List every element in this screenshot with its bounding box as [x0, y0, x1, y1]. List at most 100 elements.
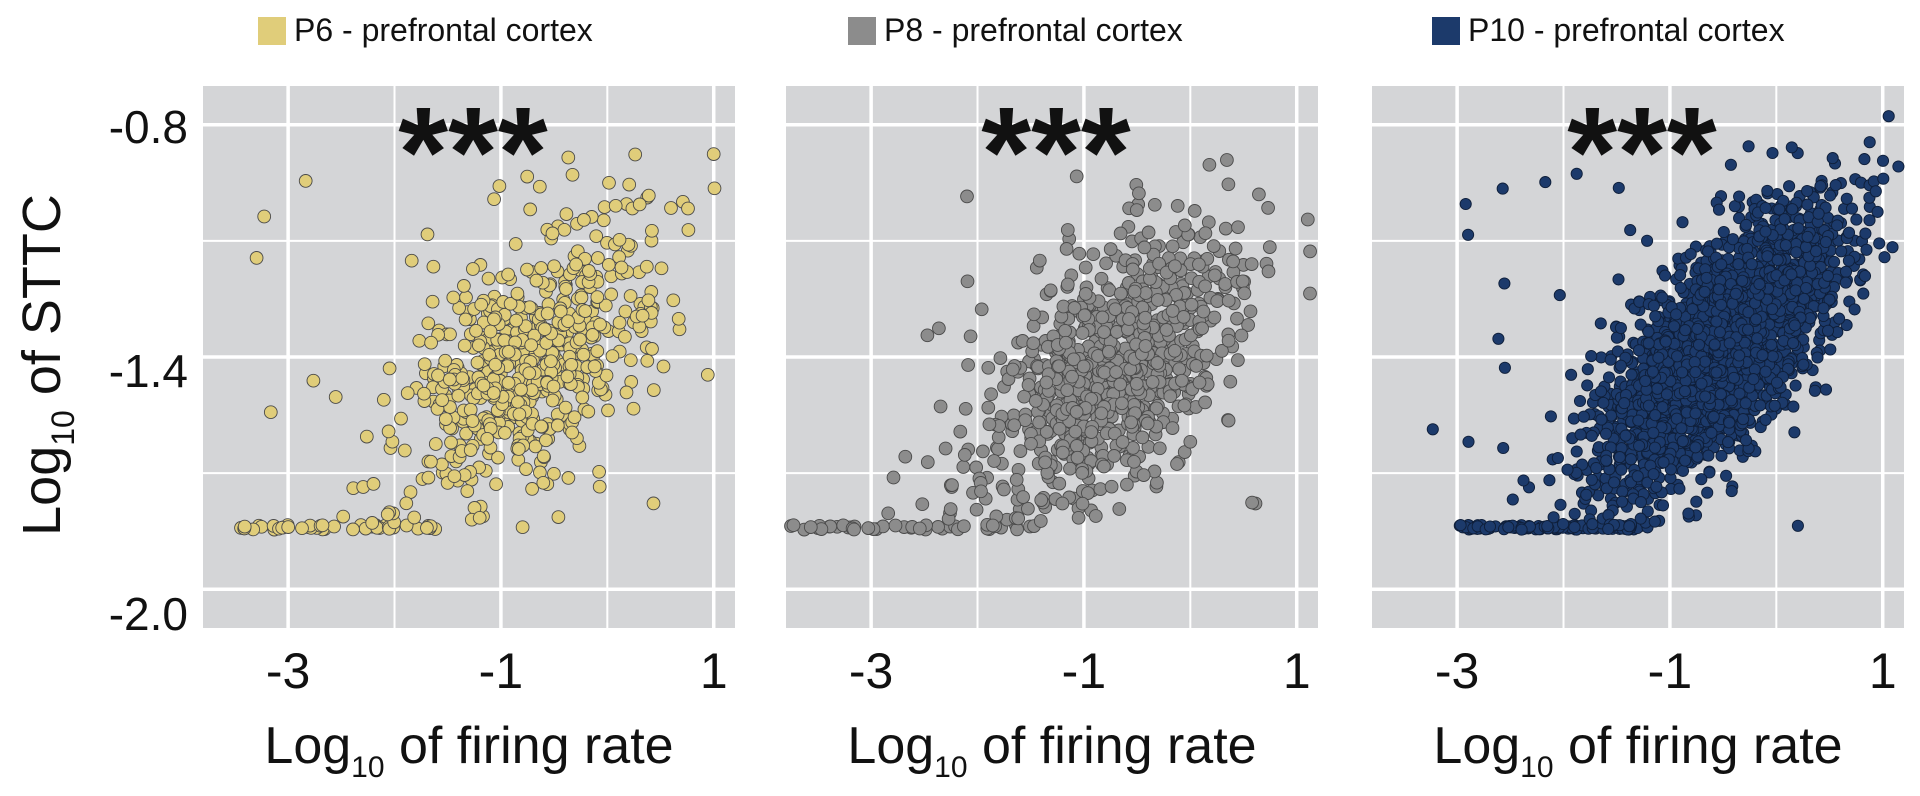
scatter-point: [931, 520, 945, 534]
scatter-point: [1099, 256, 1113, 271]
scatter-point: [431, 368, 445, 383]
scatter-point: [1033, 514, 1048, 528]
scatter-point: [1244, 257, 1259, 271]
scatter-point: [483, 324, 498, 339]
scatter-point: [1170, 199, 1185, 213]
scatter-point: [1600, 454, 1613, 467]
scatter-point: [1547, 511, 1560, 524]
scatter-point: [1038, 455, 1052, 470]
scatter-point: [1787, 400, 1800, 413]
scatter-point: [508, 237, 523, 251]
x-tick-label: 1: [1869, 643, 1897, 699]
scatter-point: [1252, 187, 1266, 202]
scatter-point: [1303, 286, 1317, 301]
scatter-point: [960, 189, 974, 204]
scatter-point: [1839, 265, 1853, 278]
scatter-point: [1877, 172, 1890, 185]
scatter-point: [1580, 488, 1593, 501]
scatter-point: [426, 259, 441, 274]
scatter-point: [614, 260, 629, 275]
scatter-point: [1086, 247, 1101, 262]
scatter-point: [1656, 499, 1670, 512]
x-axis-label-main: Log: [847, 717, 934, 775]
scatter-point: [327, 519, 341, 534]
scatter-point: [1021, 378, 1036, 392]
scatter-point: [1152, 441, 1167, 456]
scatter-point: [512, 407, 527, 422]
scatter-point: [564, 357, 579, 372]
scatter-point: [639, 259, 654, 274]
scatter-point: [1543, 474, 1556, 487]
scatter-point: [591, 251, 605, 265]
scatter-point: [1093, 482, 1108, 496]
legend-label: P6 - prefrontal cortex: [294, 12, 593, 48]
scatter-point: [915, 497, 930, 512]
scatter-point: [1869, 185, 1882, 198]
scatter-point: [1034, 493, 1049, 507]
scatter-point: [1715, 258, 1728, 271]
scatter-point: [491, 450, 505, 465]
scatter-point: [551, 510, 566, 524]
scatter-point: [1833, 312, 1846, 325]
scatter-point: [447, 469, 462, 484]
x-axis-label-main: Log: [1433, 717, 1520, 775]
scatter-point: [1163, 389, 1178, 404]
scatter-point: [457, 279, 471, 293]
scatter-point: [981, 360, 996, 375]
scatter-point: [1722, 436, 1735, 449]
scatter-point: [1619, 429, 1632, 442]
scatter-point: [1724, 158, 1737, 171]
scatter-point: [1668, 320, 1681, 333]
scatter-point: [1426, 423, 1439, 436]
scatter-point: [1462, 228, 1475, 241]
scatter-point: [1756, 349, 1769, 362]
scatter-point: [1557, 517, 1570, 531]
scatter-point: [1492, 332, 1505, 345]
scatter-point: [991, 442, 1005, 456]
scatter-point: [1835, 245, 1848, 258]
scatter-point: [888, 518, 903, 533]
scatter-point: [438, 353, 453, 368]
scatter-point: [1594, 385, 1608, 398]
scatter-point: [466, 262, 480, 276]
scatter-point: [1072, 246, 1087, 261]
scatter-point: [444, 435, 458, 450]
scatter-point: [487, 312, 501, 327]
scatter-point: [1766, 146, 1779, 160]
scatter-point: [1230, 311, 1244, 326]
scatter-point: [366, 477, 381, 491]
scatter-point: [1863, 136, 1876, 149]
scatter-point: [1497, 441, 1510, 455]
scatter-point: [1206, 239, 1221, 253]
legend-swatch: [848, 17, 876, 45]
scatter-point: [1824, 343, 1837, 356]
scatter-point: [1496, 182, 1509, 195]
scatter-point: [1553, 289, 1566, 302]
scatter-point: [1831, 219, 1844, 232]
scatter-point: [1043, 283, 1058, 298]
scatter-point: [1737, 413, 1750, 426]
scatter-point: [578, 304, 593, 318]
scatter-point: [1172, 362, 1187, 376]
scatter-point: [451, 388, 466, 403]
scatter-point: [1136, 468, 1151, 482]
scatter-point: [457, 338, 472, 353]
scatter-point: [1892, 160, 1905, 173]
scatter-point: [1751, 332, 1764, 345]
scatter-point: [1812, 207, 1825, 220]
scatter-point: [1739, 434, 1753, 447]
scatter-point: [532, 179, 547, 194]
scatter-point: [1819, 235, 1832, 249]
scatter-point: [803, 520, 818, 534]
scatter-point: [1723, 416, 1736, 429]
scatter-point: [585, 328, 600, 342]
scatter-point: [1517, 474, 1530, 487]
scatter-point: [1821, 324, 1835, 337]
scatter-point: [540, 306, 555, 321]
scatter-point: [1828, 255, 1841, 268]
scatter-point: [1243, 304, 1258, 319]
scatter-point: [545, 393, 560, 408]
scatter-point: [1702, 449, 1715, 462]
scatter-point: [987, 454, 1001, 468]
